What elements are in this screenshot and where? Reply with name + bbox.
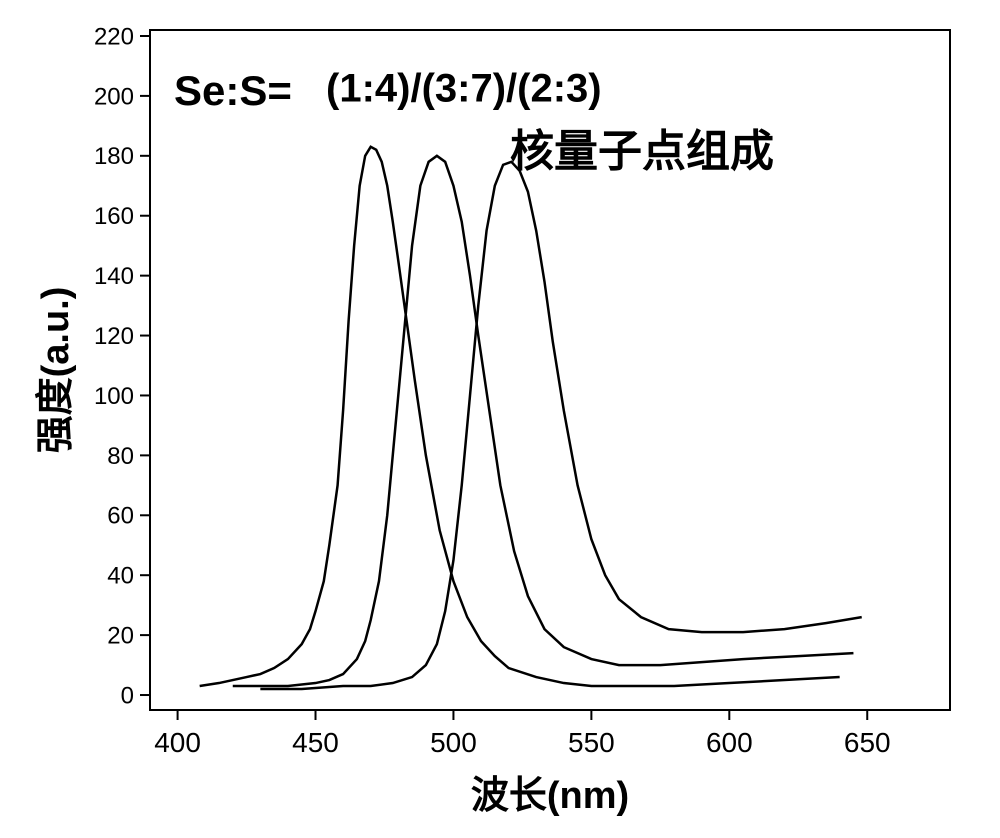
y-tick-label: 140 [94, 263, 134, 290]
y-tick-label: 220 [94, 23, 134, 50]
y-tick-label: 80 [107, 443, 134, 470]
x-tick-label: 650 [844, 727, 891, 758]
annotation: Se:S= [174, 67, 292, 114]
x-tick-label: 550 [568, 727, 615, 758]
series-2:3 [260, 162, 861, 689]
chart-svg: 400 450 500 550 600 650 0 20 40 60 80 100 120 140 160 1… [0, 0, 1000, 838]
y-tick-label: 200 [94, 83, 134, 110]
y-tick-label: 120 [94, 323, 134, 350]
x-tick-label: 500 [430, 727, 477, 758]
y-axis-title: 强度(a.u.) [35, 287, 77, 454]
x-tick-label: 450 [292, 727, 339, 758]
series-3:7 [233, 156, 854, 686]
y-tick-label: 60 [107, 503, 134, 530]
y-tick-label: 100 [94, 383, 134, 410]
y-tick-label: 40 [107, 563, 134, 590]
x-axis-title: 波长(nm) [471, 775, 629, 817]
x-tick-label: 600 [706, 727, 753, 758]
x-tick-label: 400 [154, 727, 201, 758]
y-tick-label: 20 [107, 623, 134, 650]
annotation: 核量子点组成 [510, 127, 774, 176]
annotation: (1:4)/(3:7)/(2:3) [326, 66, 602, 110]
spectral-chart: 400 450 500 550 600 650 0 20 40 60 80 100 120 140 160 1… [0, 0, 1000, 838]
y-tick-label: 160 [94, 203, 134, 230]
y-tick-label: 180 [94, 143, 134, 170]
y-tick-label: 0 [121, 682, 134, 709]
series-1:4 [200, 147, 840, 686]
